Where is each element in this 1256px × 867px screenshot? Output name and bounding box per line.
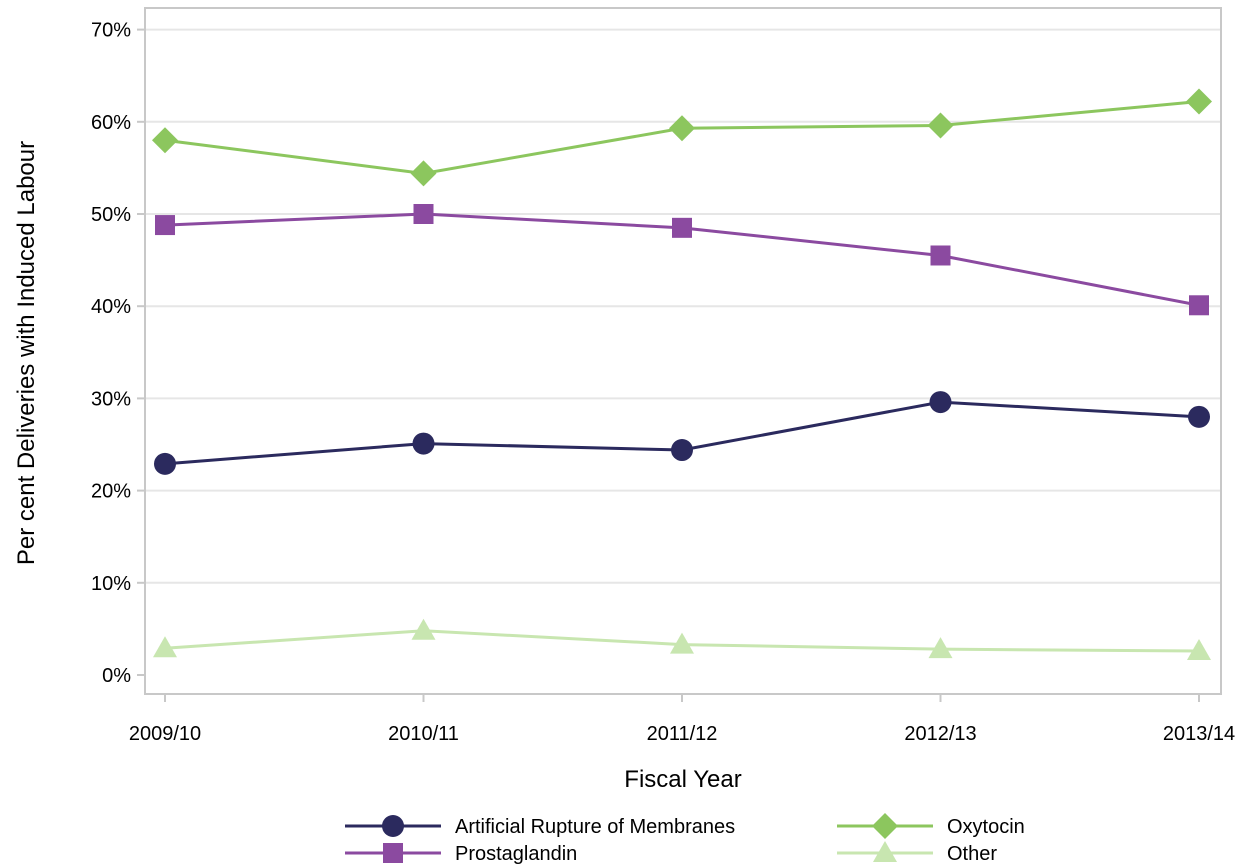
- marker-circle: [671, 439, 693, 462]
- x-tick-label: 2009/10: [129, 723, 201, 745]
- marker-square: [930, 245, 951, 266]
- marker-triangle: [1187, 639, 1211, 661]
- marker-circle: [929, 391, 952, 414]
- marker-triangle: [153, 636, 177, 658]
- x-tick-label: 2012/13: [904, 723, 976, 745]
- marker-circle: [412, 432, 435, 455]
- marker-triangle: [873, 841, 897, 862]
- marker-square: [383, 843, 403, 863]
- marker-square: [413, 204, 434, 224]
- marker-square: [672, 217, 692, 238]
- y-tick-label: 40%: [91, 296, 131, 318]
- y-tick-label: 30%: [91, 388, 131, 410]
- marker-square: [155, 215, 175, 236]
- series-layer: [152, 88, 1212, 661]
- marker-triangle: [928, 637, 953, 659]
- x-axis-title: Fiscal Year: [624, 766, 741, 793]
- marker-diamond: [410, 160, 437, 187]
- y-tick-label: 20%: [91, 481, 131, 503]
- marker-circle: [1188, 405, 1210, 428]
- marker-diamond: [669, 115, 695, 142]
- y-tick-label: 0%: [102, 665, 131, 687]
- y-tick-label: 60%: [91, 112, 131, 134]
- marker-triangle: [411, 618, 436, 640]
- marker-diamond: [152, 127, 178, 154]
- marker-diamond: [1186, 88, 1212, 115]
- y-tick-label: 50%: [91, 204, 131, 226]
- y-axis-title: Per cent Deliveries with Induced Labour: [13, 141, 40, 565]
- marker-diamond: [872, 813, 898, 839]
- gridlines: [145, 28, 1221, 584]
- x-tick-label: 2013/14: [1163, 723, 1235, 745]
- plot-frame: [144, 7, 1222, 695]
- marker-square: [1189, 295, 1209, 316]
- legend: Artificial Rupture of Membranes Oxytocin P…: [345, 813, 1025, 865]
- x-tick-label: 2011/12: [647, 723, 718, 745]
- y-axis-ticks: 0% 10% 20% 30% 40% 50% 60% 70%: [91, 20, 145, 687]
- legend-label: Other: [947, 843, 997, 865]
- marker-circle: [382, 815, 404, 837]
- y-tick-label: 70%: [91, 20, 131, 42]
- x-tick-label: 2010/11: [388, 723, 459, 745]
- legend-label: Prostaglandin: [455, 843, 577, 865]
- marker-diamond: [927, 112, 954, 139]
- marker-triangle: [670, 632, 694, 654]
- marker-circle: [154, 452, 176, 475]
- y-tick-label: 10%: [91, 573, 131, 595]
- legend-label: Oxytocin: [947, 816, 1025, 838]
- legend-label: Artificial Rupture of Membranes: [455, 816, 735, 838]
- x-axis-ticks: 2009/10 2010/11 2011/12 2012/13 2013/14: [129, 694, 1235, 745]
